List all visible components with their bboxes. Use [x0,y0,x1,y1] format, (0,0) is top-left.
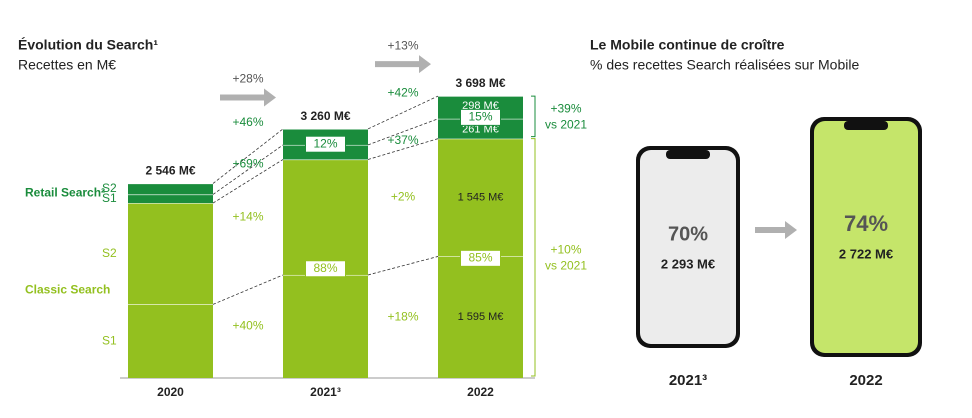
growth-arrow [220,88,276,107]
bar-segment [438,118,523,139]
bar-segment [283,159,368,275]
connector [367,118,439,146]
group-growth: vs 2021 [545,118,587,132]
connector [212,159,284,204]
bar-segment [128,194,213,204]
series-label: S2 [102,181,117,195]
share-box [460,249,501,267]
chart-subtitle: Recettes en M€ [18,57,116,73]
x-tick-label: 2022 [467,385,494,399]
bar-segment [438,256,523,378]
phone-notch [844,121,888,130]
chart-title: Évolution du Search¹ [18,37,158,53]
group-growth: +10% [550,243,581,257]
x-tick-label: 2021³ [669,372,707,389]
segment-label: 1 545 M€ [458,191,504,203]
bar-segment [438,96,523,119]
group-label: Classic Search [25,283,110,297]
total-label: 3 260 M€ [300,109,350,123]
x-tick-label: 2021³ [310,385,341,399]
chart-subtitle: % des recettes Search réalisées sur Mobi… [590,57,859,73]
segment-growth: +2% [391,190,416,204]
phone-screen [814,121,918,353]
segment-growth: +40% [232,319,263,333]
segment-growth: +37% [387,133,418,147]
share-label: 88% [313,261,337,275]
bar-segment [438,138,523,257]
x-tick-label: 2022 [849,372,882,389]
segment-growth: +18% [387,309,418,323]
bar-segment [128,304,213,378]
total-label: 2 546 M€ [145,164,195,178]
bar-segment [128,203,213,305]
chart-title: Le Mobile continue de croître [590,37,785,53]
bar-segment [128,183,213,195]
segment-label: 1 595 M€ [458,311,504,323]
series-label: S1 [102,191,117,205]
group-label: Retail Search² [25,185,105,199]
connector [367,95,439,130]
group-growth: vs 2021 [545,259,587,273]
connector [367,138,439,160]
x-tick-label: 2020 [157,385,184,399]
total-growth: +28% [232,72,263,86]
bracket [531,138,536,377]
group-growth: +39% [550,102,581,116]
total-label: 3 698 M€ [455,76,505,90]
share-label: 85% [468,251,492,265]
connector [212,144,284,195]
share-value: 70% [668,223,708,245]
share-box [460,108,501,126]
share-label: 15% [468,110,492,124]
segment-label: 261 M€ [462,124,499,136]
arrow [755,221,797,239]
phone-notch [666,150,710,159]
series-label: S1 [102,333,117,347]
segment-growth: +69% [232,156,263,170]
share-label: 12% [313,136,337,150]
amount-label: 2 293 M€ [661,256,715,271]
series-label: S2 [102,246,117,260]
segment-growth: +46% [232,115,263,129]
segment-growth: +14% [232,209,263,223]
share-box [305,260,346,278]
bracket [531,95,536,138]
growth-arrow [375,55,431,74]
share-box [305,135,346,153]
share-value: 74% [844,211,888,236]
connector [212,274,284,305]
connector [367,256,439,276]
phone-screen [640,150,736,344]
segment-growth: +42% [387,86,418,100]
bar-segment [283,274,368,378]
amount-label: 2 722 M€ [839,246,893,261]
total-growth: +13% [387,38,418,52]
